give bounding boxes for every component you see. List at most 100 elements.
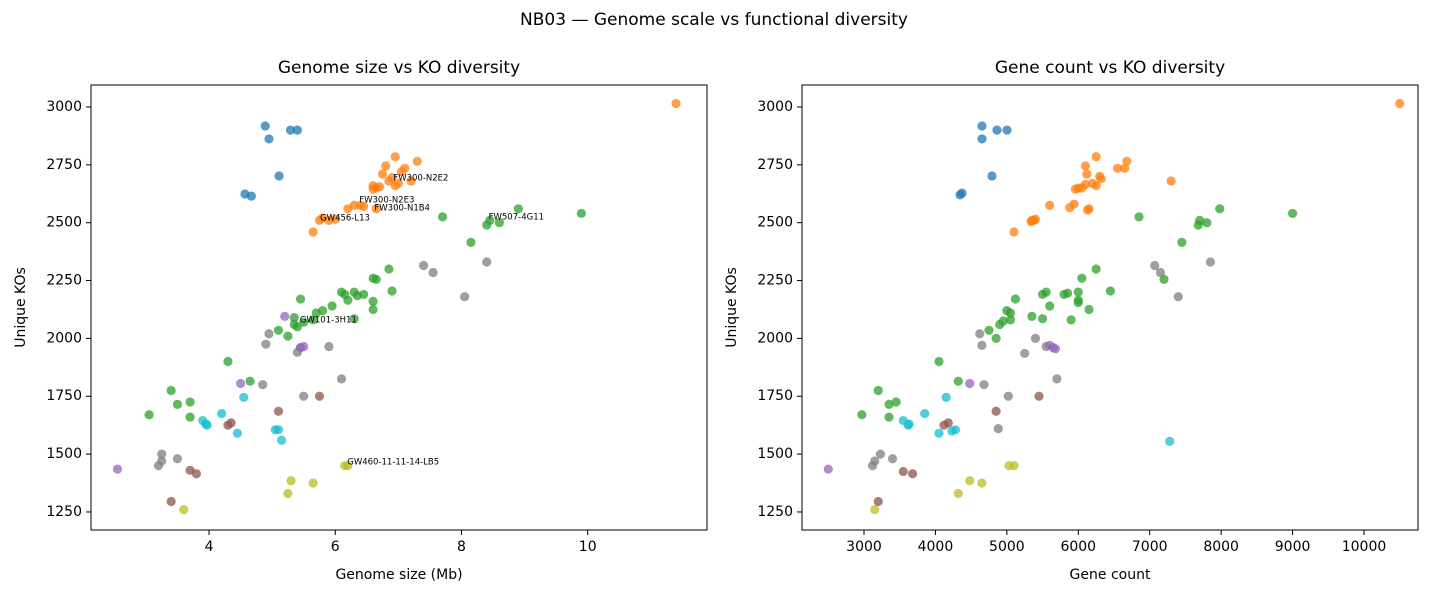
- point: [466, 237, 476, 247]
- point: [172, 454, 183, 464]
- y-tick-label: 3000: [46, 99, 82, 115]
- point: [482, 257, 492, 267]
- x-tick-label: 6000: [1060, 539, 1096, 555]
- point: [396, 167, 407, 177]
- point: [371, 274, 381, 284]
- annotation: FW300-N2E2: [393, 174, 448, 184]
- y-tick-label: 1750: [757, 388, 793, 404]
- point: [1395, 98, 1405, 109]
- point: [1030, 333, 1041, 343]
- x-tick-label: 8: [457, 539, 466, 555]
- point: [943, 418, 953, 428]
- point: [245, 376, 255, 386]
- point: [485, 215, 495, 225]
- point: [223, 356, 233, 367]
- point: [903, 420, 913, 430]
- point: [359, 201, 369, 212]
- point: [283, 331, 293, 341]
- point: [144, 410, 154, 420]
- point: [1009, 461, 1019, 471]
- x-axis-label: Gene count: [1070, 567, 1151, 583]
- point: [979, 380, 989, 390]
- point: [1120, 163, 1130, 173]
- point: [166, 496, 176, 507]
- point: [1045, 301, 1055, 311]
- point: [965, 476, 975, 486]
- point: [1003, 391, 1013, 401]
- point: [157, 449, 167, 459]
- y-tick-label: 2750: [757, 157, 793, 173]
- point: [292, 322, 302, 332]
- point: [406, 176, 416, 186]
- point: [202, 420, 212, 430]
- point: [1166, 176, 1176, 186]
- point: [343, 204, 353, 214]
- point: [991, 406, 1001, 416]
- point: [977, 134, 987, 144]
- y-tick-label: 2500: [757, 215, 793, 231]
- point: [308, 315, 318, 325]
- point: [273, 406, 284, 416]
- point: [260, 121, 270, 131]
- point: [995, 319, 1005, 330]
- point: [984, 325, 994, 335]
- point: [349, 314, 359, 324]
- point: [292, 125, 302, 135]
- point: [384, 176, 394, 186]
- point: [1122, 156, 1132, 166]
- axes-title: Gene count vs KO diversity: [995, 58, 1225, 78]
- point: [299, 341, 309, 352]
- y-tick-label: 2250: [46, 273, 82, 289]
- point: [991, 333, 1001, 343]
- point: [1037, 314, 1048, 324]
- point: [1052, 374, 1062, 384]
- point: [274, 171, 284, 181]
- point: [264, 134, 274, 144]
- point: [368, 184, 378, 194]
- point: [1066, 315, 1076, 325]
- point: [273, 425, 284, 435]
- annotation: FW507-4G11: [489, 212, 544, 222]
- point: [957, 188, 967, 198]
- annotation: GW101-3H11: [300, 315, 357, 325]
- point: [371, 204, 381, 214]
- point: [975, 329, 985, 339]
- point: [992, 125, 1002, 135]
- point: [412, 156, 422, 166]
- point: [314, 391, 325, 401]
- point: [884, 412, 894, 422]
- point: [1159, 274, 1169, 284]
- point: [873, 385, 883, 396]
- point: [1062, 288, 1073, 298]
- point: [1150, 260, 1160, 271]
- point: [308, 227, 318, 237]
- point: [993, 424, 1003, 434]
- point: [318, 306, 328, 316]
- point: [172, 399, 183, 409]
- point: [280, 311, 290, 322]
- point: [235, 378, 246, 389]
- point: [1205, 257, 1216, 267]
- x-axis-label: Genome size (Mb): [335, 567, 462, 583]
- point: [327, 301, 337, 311]
- point: [1045, 200, 1055, 210]
- point: [907, 469, 918, 479]
- point: [1073, 297, 1083, 308]
- point: [987, 171, 997, 181]
- axes-frame: [90, 84, 708, 531]
- point: [977, 478, 987, 488]
- point: [1010, 294, 1021, 304]
- axes-frame: [801, 84, 1419, 531]
- point: [387, 286, 397, 296]
- point: [1165, 436, 1175, 446]
- point: [1084, 304, 1094, 315]
- point: [870, 505, 880, 515]
- y-axis-label: Unique KOs: [724, 267, 740, 348]
- point: [283, 488, 293, 499]
- y-tick-label: 1500: [757, 446, 793, 462]
- x-tick-label: 10: [579, 539, 597, 555]
- point: [285, 125, 296, 135]
- point: [232, 428, 243, 438]
- point: [368, 296, 378, 306]
- axes-title: Genome size vs KO diversity: [278, 58, 520, 78]
